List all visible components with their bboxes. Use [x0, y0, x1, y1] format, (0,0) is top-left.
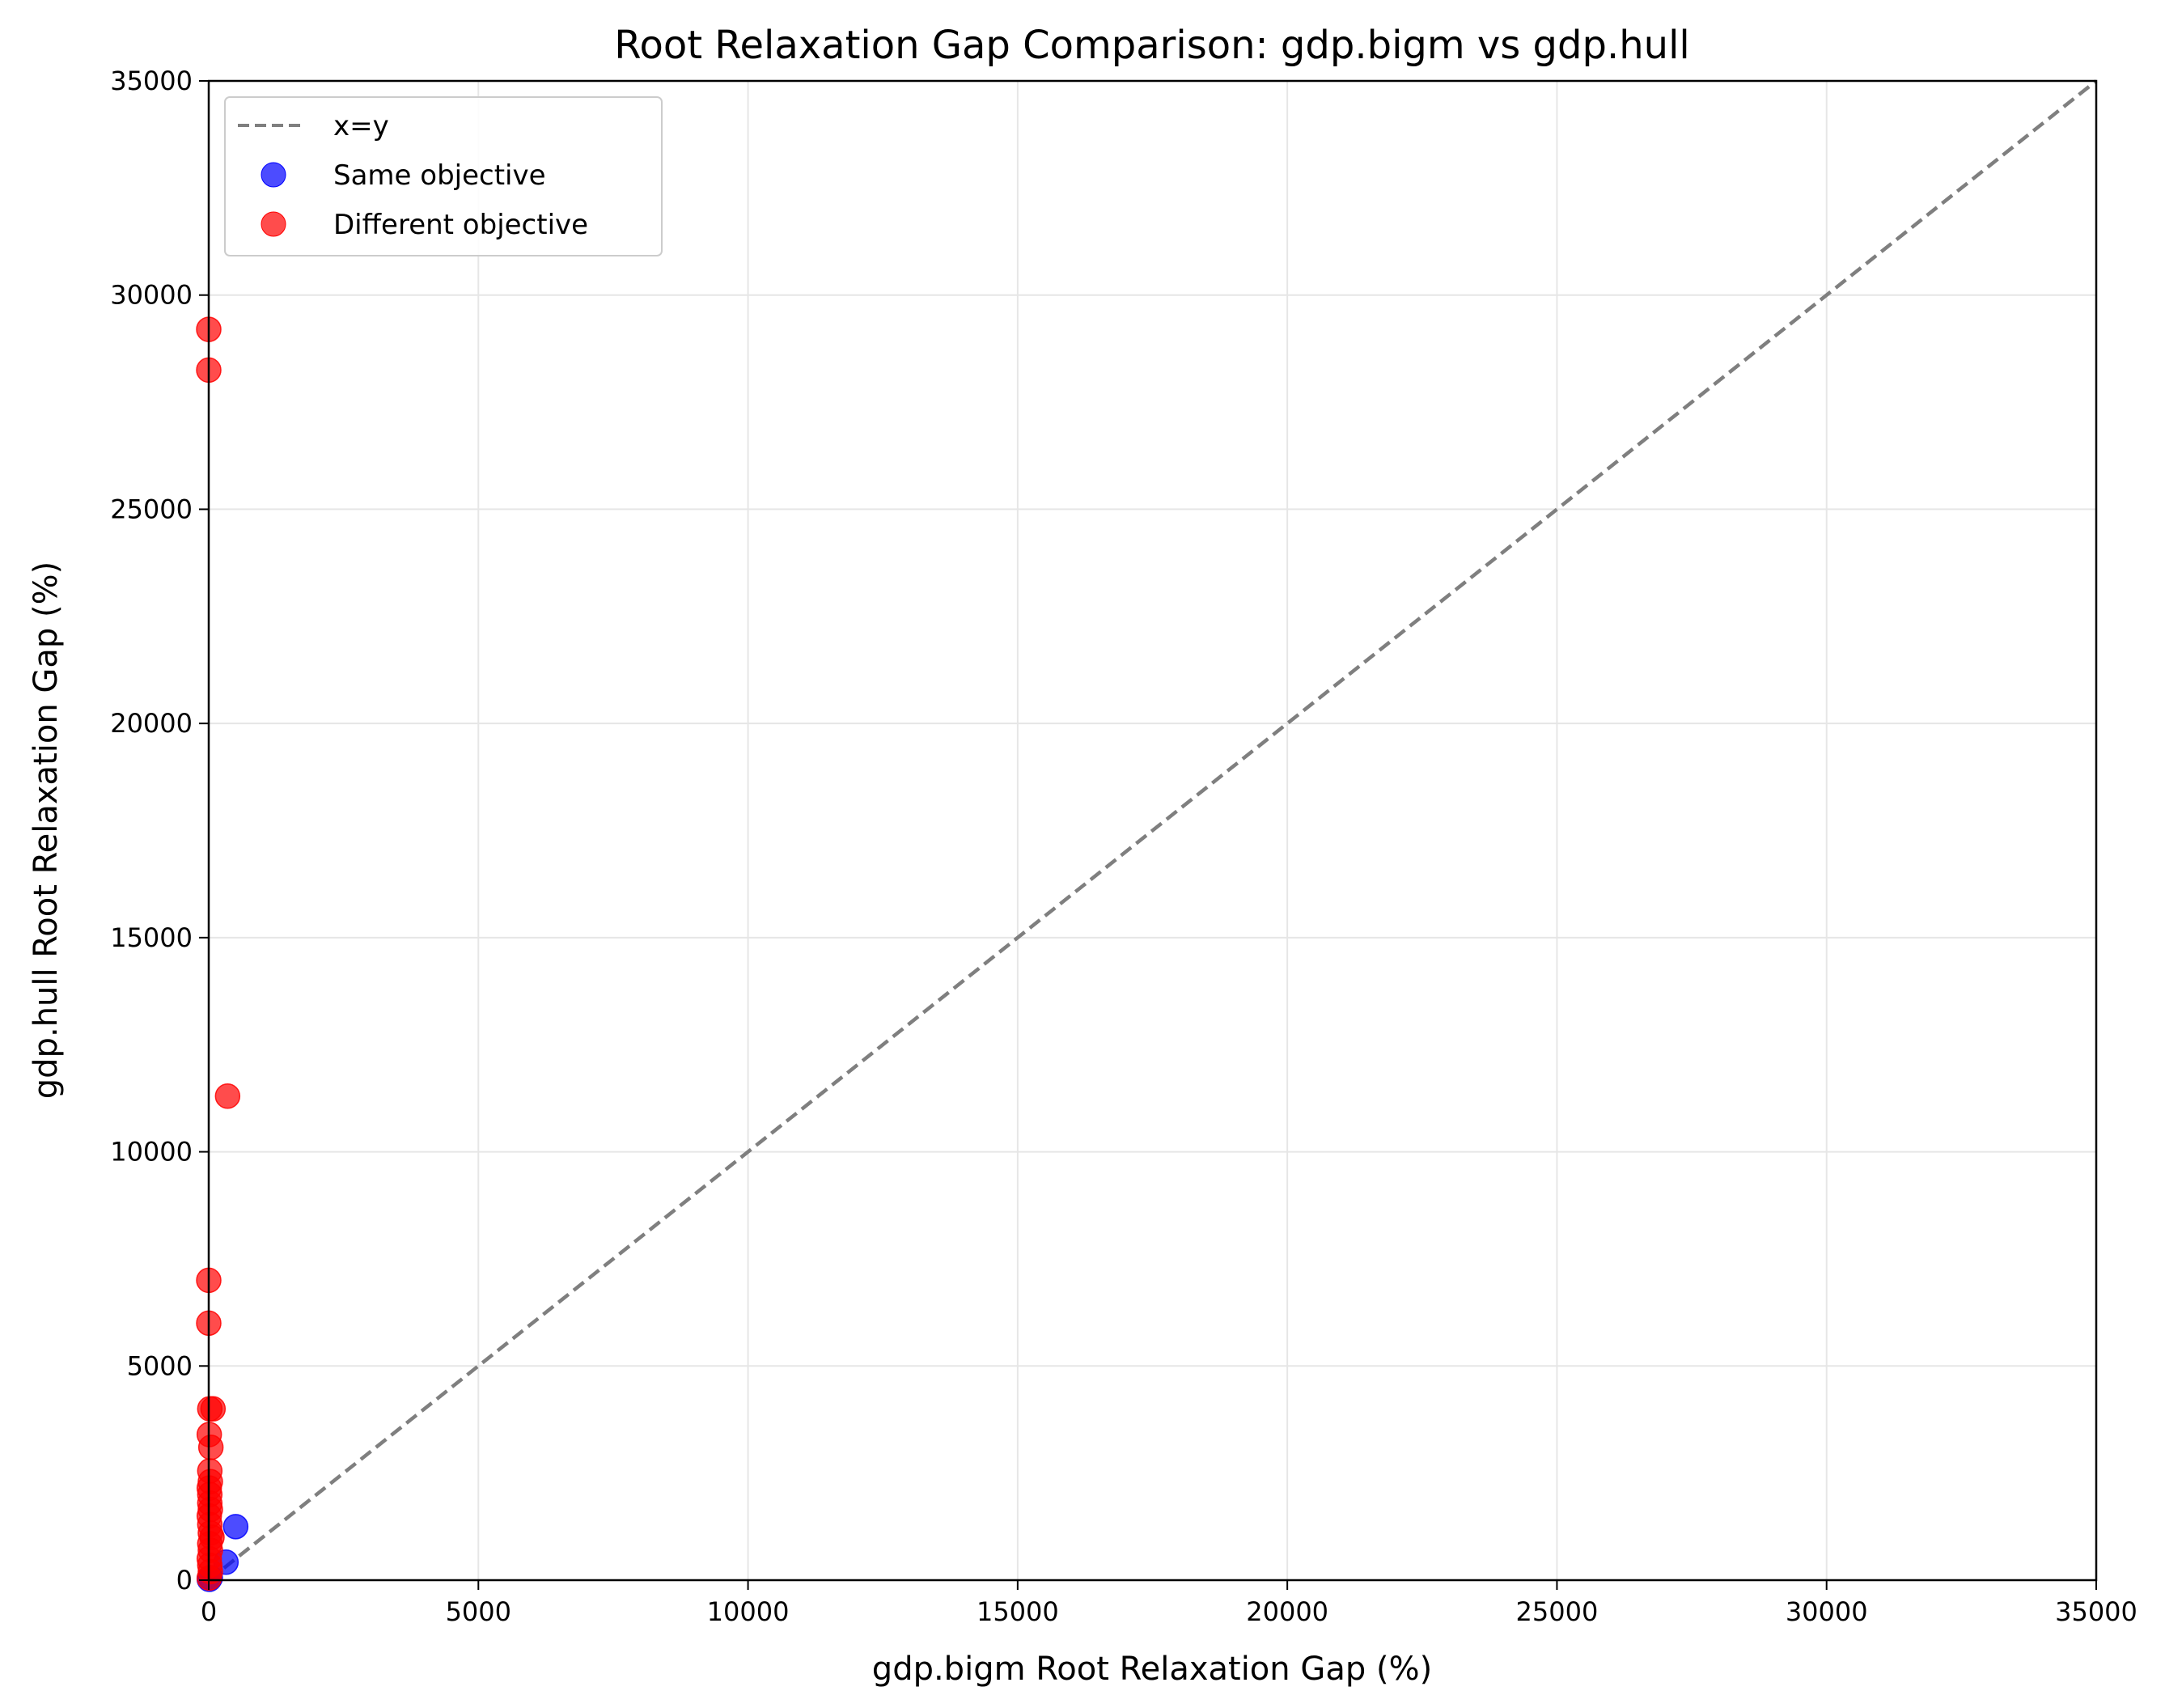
- legend-marker-same-objective: [261, 162, 286, 188]
- x-tick-label: 15000: [977, 1596, 1059, 1627]
- data-point: [214, 1083, 241, 1109]
- legend-label-reference: x=y: [333, 110, 389, 142]
- legend-marker-different-objective: [261, 211, 286, 237]
- plot-frame: [207, 79, 2098, 1582]
- y-tick-label: 35000: [110, 66, 193, 96]
- chart-title: Root Relaxation Gap Comparison: gdp.bigm…: [614, 23, 1689, 68]
- y-tick-label: 0: [176, 1565, 193, 1596]
- x-tick-label: 5000: [446, 1596, 511, 1627]
- y-tick-label: 20000: [110, 708, 193, 739]
- legend: x=y Same objective Different objective: [224, 96, 663, 256]
- y-tick-label: 30000: [110, 280, 193, 311]
- y-tick-label: 10000: [110, 1137, 193, 1168]
- x-tick-label: 25000: [1516, 1596, 1599, 1627]
- legend-label-same-objective: Same objective: [333, 159, 546, 192]
- y-axis-ticks: 0 5000 10000 15000 20000 25000 30000 35000: [110, 66, 209, 1596]
- y-tick-label: 25000: [110, 494, 193, 524]
- data-point: [197, 1435, 224, 1460]
- x-tick-label: 35000: [2055, 1596, 2137, 1627]
- x-tick-label: 30000: [1786, 1596, 1868, 1627]
- x-tick-label: 10000: [707, 1596, 790, 1627]
- legend-label-different-objective: Different objective: [333, 209, 588, 241]
- x-tick-label: 0: [201, 1596, 217, 1627]
- reference-line-x-equals-y: [207, 79, 2098, 1582]
- x-axis-label: gdp.bigm Root Relaxation Gap (%): [872, 1651, 1432, 1688]
- y-tick-label: 5000: [127, 1350, 193, 1381]
- reference-line-layer: [207, 79, 2098, 1582]
- data-point: [222, 1514, 249, 1540]
- y-tick-label: 15000: [110, 922, 193, 953]
- data-point: [197, 1396, 223, 1422]
- x-axis-ticks: 0 5000 10000 15000 20000 25000 30000 35000: [201, 1580, 2137, 1627]
- legend-box: [224, 96, 663, 256]
- y-axis-label: gdp.hull Root Relaxation Gap (%): [28, 562, 65, 1099]
- x-tick-label: 20000: [1246, 1596, 1328, 1627]
